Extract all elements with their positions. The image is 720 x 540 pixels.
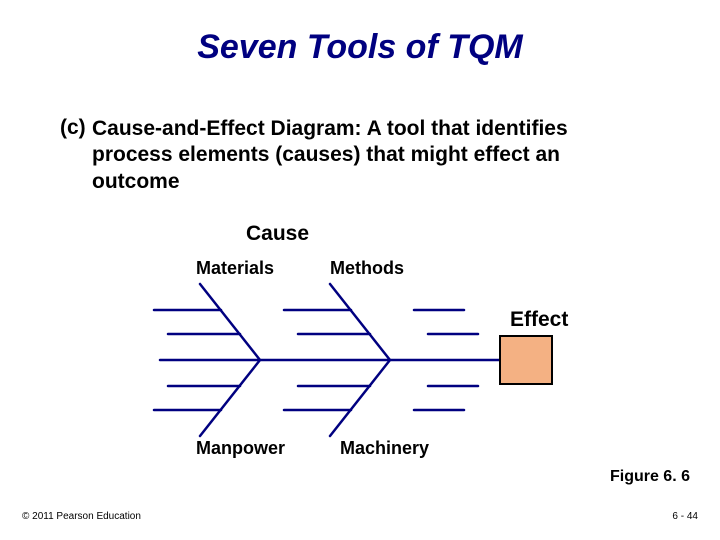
figure-label: Figure 6. 6	[610, 468, 690, 486]
label-materials: Materials	[196, 258, 274, 279]
page-number: 6 - 44	[672, 511, 698, 522]
description-marker: (c)	[60, 116, 86, 140]
copyright-text: © 2011 Pearson Education	[22, 511, 141, 522]
label-manpower: Manpower	[196, 438, 285, 459]
label-cause: Cause	[246, 222, 309, 246]
fishbone-diagram	[130, 280, 560, 440]
description-text: Cause-and-Effect Diagram: A tool that id…	[92, 116, 592, 195]
label-methods: Methods	[330, 258, 404, 279]
slide-title: Seven Tools of TQM	[0, 28, 720, 67]
label-machinery: Machinery	[340, 438, 429, 459]
